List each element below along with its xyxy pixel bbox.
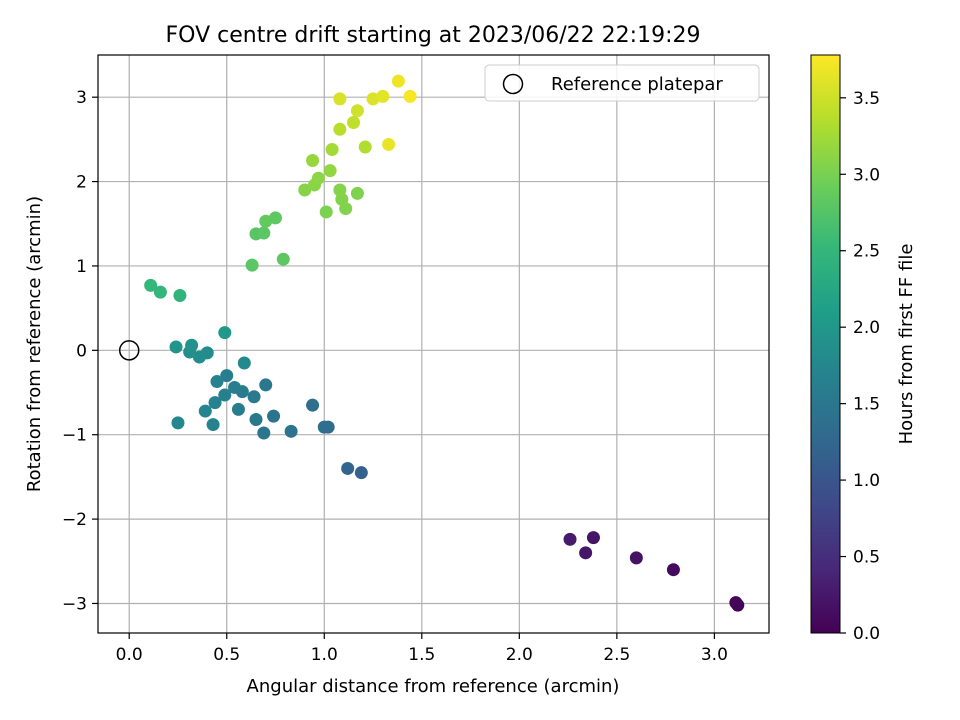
colorbar-ticks: 0.0 0.5 1.0 1.5 2.0 2.5 3.0 3.5 <box>840 89 880 644</box>
colorbar-label: Hours from first FF file <box>896 244 917 445</box>
y-tick-label: −3 <box>62 594 87 614</box>
y-tick-label: 1 <box>76 257 87 277</box>
data-point <box>144 278 158 292</box>
legend-entry: Reference platepar <box>551 74 723 95</box>
reference-platepar-marker <box>118 340 140 361</box>
data-point <box>237 356 251 370</box>
colorbar-gradient <box>810 54 841 634</box>
data-point <box>169 340 183 354</box>
x-tick-label: 1.5 <box>408 645 435 665</box>
data-point <box>403 89 417 103</box>
data-point <box>666 563 680 577</box>
data-point <box>376 89 390 103</box>
data-point <box>249 413 263 427</box>
scatter-points <box>144 74 745 612</box>
y-tick-label: −1 <box>62 426 87 446</box>
data-point <box>247 390 261 404</box>
colorbar-tick-label: 0.0 <box>853 624 880 644</box>
y-axis-label: Rotation from reference (arcmin) <box>24 196 45 492</box>
x-axis-label: Angular distance from reference (arcmin) <box>247 676 620 697</box>
data-point <box>284 424 298 438</box>
legend-box <box>484 64 760 102</box>
legend-marker <box>502 73 524 95</box>
data-point <box>347 116 361 130</box>
data-point <box>319 205 333 219</box>
data-point <box>276 252 290 266</box>
data-point <box>333 122 347 136</box>
x-tick-label: 3.0 <box>701 645 728 665</box>
data-point <box>323 164 337 178</box>
data-point <box>257 426 271 440</box>
data-point <box>391 74 405 88</box>
data-point <box>185 338 199 352</box>
grid-lines <box>98 55 769 633</box>
data-point <box>354 466 368 480</box>
data-point <box>341 461 355 475</box>
x-tick-label: 0.5 <box>213 645 240 665</box>
data-point <box>729 596 743 610</box>
x-tick-label: 2.0 <box>506 645 533 665</box>
y-tick-label: 3 <box>76 88 87 108</box>
data-point <box>259 214 273 228</box>
data-point <box>206 418 220 432</box>
data-point <box>269 211 283 225</box>
data-point <box>208 396 222 410</box>
data-point <box>579 546 593 560</box>
data-point <box>218 388 232 402</box>
data-point <box>333 183 347 197</box>
legend: Reference platepar <box>484 64 760 102</box>
data-point <box>358 140 372 154</box>
data-point <box>333 92 347 106</box>
data-point <box>306 398 320 412</box>
data-point <box>173 288 187 302</box>
y-tick-label: 2 <box>76 173 87 193</box>
colorbar-tick-label: 1.5 <box>853 395 880 415</box>
data-point <box>366 92 380 106</box>
colorbar-tick-label: 2.5 <box>853 242 880 262</box>
data-point <box>350 104 364 118</box>
data-point <box>259 378 273 392</box>
data-point <box>325 143 339 157</box>
colorbar-tick-label: 3.0 <box>853 165 880 185</box>
data-point <box>198 404 212 418</box>
colorbar: 0.0 0.5 1.0 1.5 2.0 2.5 3.0 3.5 Hours from firs… <box>810 54 917 644</box>
plot-frame <box>97 54 770 634</box>
data-point <box>298 183 312 197</box>
data-point <box>171 416 185 430</box>
data-point <box>257 226 271 240</box>
colorbar-tick-label: 0.5 <box>853 548 880 568</box>
data-point <box>317 420 331 434</box>
data-point <box>218 326 232 340</box>
y-tick-label: 0 <box>76 341 87 361</box>
data-point <box>350 186 364 200</box>
data-point <box>231 402 245 416</box>
colorbar-tick-label: 2.0 <box>853 318 880 338</box>
chart-title: FOV centre drift starting at 2023/06/22 … <box>166 23 701 48</box>
colorbar-tick-label: 1.0 <box>853 471 880 491</box>
data-point <box>210 375 224 389</box>
data-point <box>563 532 577 546</box>
data-point <box>306 153 320 167</box>
y-axis-ticks: −3 −2 −1 0 1 2 3 <box>62 88 98 614</box>
x-tick-label: 2.5 <box>603 645 630 665</box>
colorbar-tick-label: 3.5 <box>853 89 880 109</box>
data-point <box>153 285 167 299</box>
data-point <box>586 531 600 545</box>
data-point <box>228 380 242 394</box>
data-point <box>245 258 259 272</box>
data-point <box>629 551 643 565</box>
y-tick-label: −2 <box>62 510 87 530</box>
data-point <box>267 409 281 423</box>
data-point <box>382 137 396 151</box>
data-point <box>311 171 325 185</box>
x-tick-label: 0.0 <box>116 645 143 665</box>
x-axis-ticks: 0.0 0.5 1.0 1.5 2.0 2.5 3.0 <box>116 633 728 665</box>
x-tick-label: 1.0 <box>311 645 338 665</box>
data-point <box>220 369 234 383</box>
data-point <box>192 350 206 364</box>
